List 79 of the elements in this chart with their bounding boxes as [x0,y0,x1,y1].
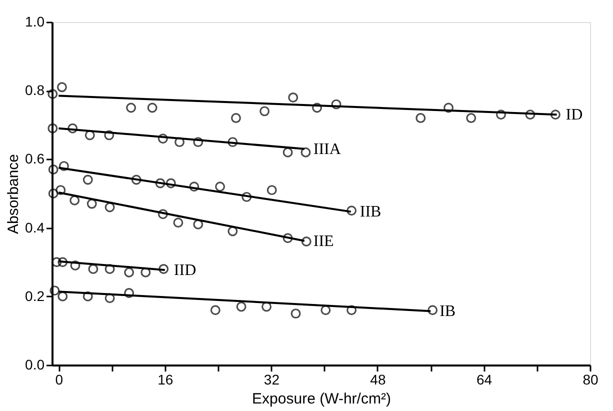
point [300,147,311,158]
y-tick-label: 0.8 [25,82,45,98]
y-tick-label: 0.2 [25,288,45,304]
point [228,137,238,148]
x-tick-label: 64 [476,372,492,388]
y-tick-label: 0.0 [25,356,45,372]
point [124,288,134,298]
point [158,134,168,144]
point [68,123,78,134]
series-label: IID [174,262,196,279]
point [525,110,536,120]
point [104,293,115,304]
point [189,182,200,192]
point [266,185,277,196]
point [70,195,80,206]
series-label: IB [440,303,456,320]
point [86,198,97,209]
series-label: ID [566,106,583,124]
point [193,137,204,148]
point [70,260,80,271]
y-tick-label: 0.6 [25,150,45,167]
x-tick-label: 80 [582,372,598,388]
series-label: IIE [313,232,334,250]
point [236,302,246,312]
point [166,178,176,188]
point [82,174,93,185]
point [104,130,114,140]
point [58,291,68,302]
point [58,161,69,172]
point [84,130,95,140]
x-axis-title: Exposure (W-hr/cm²) [252,390,391,408]
x-tick-label: 48 [370,372,386,388]
series-label: IIIA [313,140,342,158]
point [262,302,272,312]
point [496,110,506,120]
point [346,305,357,316]
point [466,113,476,124]
point [82,291,93,302]
point [104,264,115,274]
point [428,305,438,316]
x-tick-label: 0 [55,372,64,388]
point [231,113,241,124]
y-tick-label: 1.0 [25,14,45,30]
point [444,102,454,113]
point [126,102,136,113]
point [210,305,220,316]
point [215,182,226,192]
point [56,82,67,92]
point [158,209,168,220]
point [228,226,238,236]
point [320,305,331,316]
point [174,137,185,148]
point [131,174,142,185]
point [173,218,184,228]
point [155,178,166,188]
series-label: IIB [360,204,382,221]
point [104,202,115,212]
point [288,92,298,102]
point [193,219,204,230]
point [124,267,134,278]
point [346,206,357,216]
y-tick-label: 0.4 [25,219,45,236]
point [290,308,301,319]
point [260,106,270,116]
x-tick-label: 32 [264,372,280,388]
point [58,257,68,268]
point [301,236,312,246]
point [331,99,342,110]
point [242,192,252,202]
point [88,264,98,274]
point [312,102,322,113]
x-tick-label: 16 [158,372,174,388]
point [56,185,66,196]
point [147,102,158,113]
point [416,113,426,124]
point [282,233,293,244]
point [282,147,293,158]
y-axis-title: Absorbance [5,154,22,234]
point [140,267,151,278]
